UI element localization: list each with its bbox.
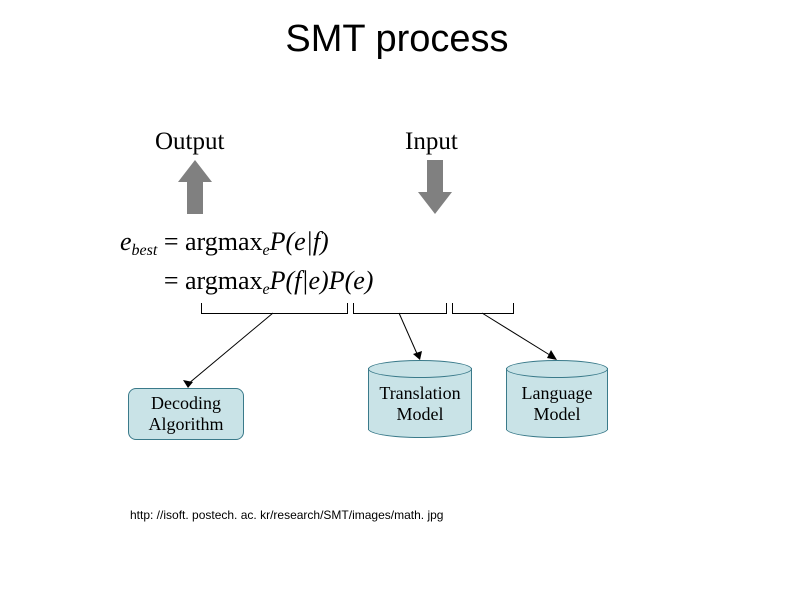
decoding-algorithm-box: Decoding Algorithm bbox=[128, 388, 244, 440]
connector-arrows bbox=[0, 0, 794, 595]
image-citation: http: //isoft. postech. ac. kr/research/… bbox=[130, 508, 443, 522]
translation-model-cylinder: Translation Model bbox=[368, 360, 472, 438]
translation-model-label: Translation Model bbox=[379, 383, 460, 425]
language-model-label: Language Model bbox=[522, 383, 593, 425]
decoding-algorithm-label: Decoding Algorithm bbox=[149, 393, 224, 435]
language-model-cylinder: Language Model bbox=[506, 360, 608, 438]
